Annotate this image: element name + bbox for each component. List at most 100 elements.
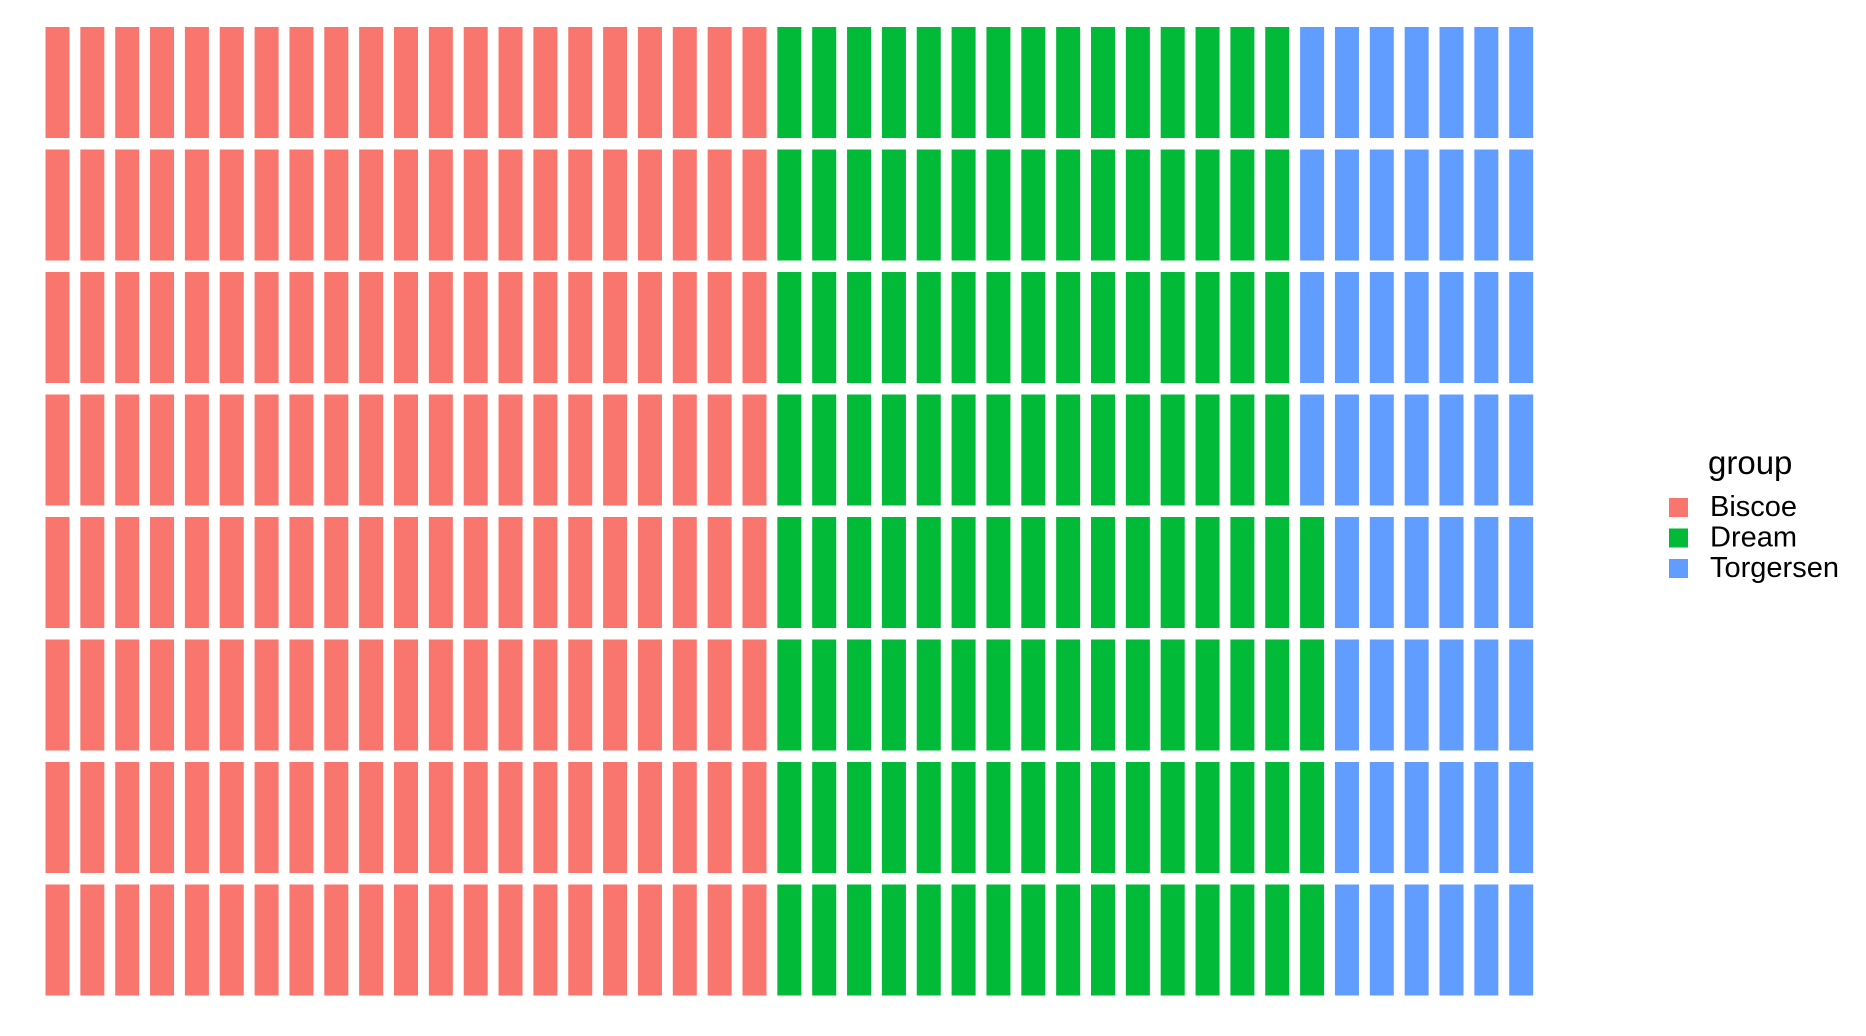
waffle-cell-dream [1091, 517, 1115, 628]
waffle-cell-dream [951, 517, 976, 628]
waffle-cell-dream [1021, 884, 1046, 996]
waffle-cell-dream [847, 517, 872, 628]
waffle-cell-biscoe [533, 394, 558, 506]
waffle-cell-dream [951, 884, 976, 996]
waffle-cell-dream [1195, 639, 1220, 751]
waffle-cell-biscoe [672, 394, 697, 506]
waffle-cell-dream [1021, 762, 1046, 873]
waffle-cell-dream [1265, 149, 1290, 261]
waffle-cell-dream [881, 394, 906, 506]
waffle-cell-biscoe [219, 884, 244, 996]
waffle-cell-biscoe [672, 517, 697, 628]
waffle-cell-dream [916, 149, 941, 261]
waffle-cell-dream [951, 639, 976, 751]
waffle-cell-dream [1021, 639, 1046, 751]
waffle-cell-biscoe [184, 517, 209, 628]
waffle-cell-biscoe [219, 762, 244, 873]
waffle-cell-biscoe [45, 149, 70, 261]
waffle-cell-dream [1160, 884, 1185, 996]
waffle-cell-dream [951, 394, 976, 506]
waffle-cell-dream [1230, 639, 1255, 751]
waffle-cell-dream [1265, 639, 1290, 751]
waffle-cell-dream [1230, 149, 1255, 261]
waffle-cell-biscoe [672, 149, 697, 261]
waffle-cell-biscoe [498, 272, 523, 383]
waffle-cell-dream [777, 517, 802, 628]
waffle-cell-dream [881, 149, 906, 261]
waffle-cell-biscoe [603, 272, 628, 383]
waffle-cell-biscoe [428, 639, 453, 751]
waffle-cell-biscoe [463, 394, 488, 506]
waffle-cell-biscoe [742, 639, 767, 751]
waffle-cell-biscoe [289, 762, 314, 873]
waffle-cell-dream [986, 27, 1011, 138]
waffle-cell-biscoe [150, 639, 175, 751]
waffle-cell-biscoe [45, 272, 70, 383]
waffle-cell-biscoe [324, 27, 349, 138]
waffle-cell-torgersen [1404, 762, 1429, 873]
waffle-cell-biscoe [324, 517, 349, 628]
waffle-cell-biscoe [533, 517, 558, 628]
waffle-cell-torgersen [1439, 884, 1464, 996]
waffle-cell-dream [1021, 394, 1046, 506]
legend-label-biscoe: Biscoe [1710, 491, 1797, 523]
waffle-cell-biscoe [80, 27, 105, 138]
legend-key-biscoe [1669, 498, 1688, 517]
waffle-cell-dream [1056, 884, 1081, 996]
waffle-cell-dream [1056, 639, 1081, 751]
waffle-cell-torgersen [1474, 517, 1499, 628]
waffle-cell-biscoe [428, 27, 453, 138]
waffle-cell-dream [1265, 272, 1290, 383]
waffle-cell-torgersen [1474, 394, 1499, 506]
waffle-cell-biscoe [80, 149, 105, 261]
waffle-cell-torgersen [1369, 884, 1394, 996]
waffle-cell-dream [1125, 149, 1150, 261]
waffle-cell-biscoe [498, 517, 523, 628]
waffle-cell-dream [951, 272, 976, 383]
waffle-cell-biscoe [707, 517, 732, 628]
waffle-cell-biscoe [603, 762, 628, 873]
waffle-cell-biscoe [150, 394, 175, 506]
waffle-cell-torgersen [1474, 272, 1499, 383]
waffle-cell-torgersen [1300, 27, 1325, 138]
waffle-cell-dream [1230, 762, 1255, 873]
waffle-cell-biscoe [254, 517, 279, 628]
waffle-cell-biscoe [603, 884, 628, 996]
waffle-cell-biscoe [637, 517, 662, 628]
waffle-cell-biscoe [394, 762, 418, 873]
waffle-cell-torgersen [1369, 639, 1394, 751]
waffle-cell-dream [1091, 762, 1115, 873]
waffle-cell-dream [1160, 149, 1185, 261]
waffle-cell-torgersen [1404, 394, 1429, 506]
waffle-cell-biscoe [254, 149, 279, 261]
waffle-cell-biscoe [45, 762, 70, 873]
waffle-cell-biscoe [289, 639, 314, 751]
waffle-cell-biscoe [533, 762, 558, 873]
waffle-cell-biscoe [637, 762, 662, 873]
waffle-cell-biscoe [289, 27, 314, 138]
waffle-cell-biscoe [359, 149, 384, 261]
waffle-cell-biscoe [394, 394, 418, 506]
legend-key-dream [1669, 528, 1688, 548]
waffle-cell-biscoe [428, 762, 453, 873]
waffle-cell-biscoe [533, 884, 558, 996]
waffle-cell-dream [916, 517, 941, 628]
waffle-cell-torgersen [1369, 149, 1394, 261]
waffle-cell-biscoe [637, 149, 662, 261]
waffle-cell-biscoe [150, 517, 175, 628]
waffle-cell-biscoe [324, 762, 349, 873]
waffle-cell-dream [777, 272, 802, 383]
waffle-cell-dream [1195, 149, 1220, 261]
waffle-cell-dream [881, 639, 906, 751]
waffle-cell-dream [847, 762, 872, 873]
waffle-cell-dream [1160, 394, 1185, 506]
waffle-cell-biscoe [80, 517, 105, 628]
waffle-cell-biscoe [80, 884, 105, 996]
waffle-cell-torgersen [1300, 272, 1325, 383]
waffle-cell-dream [777, 639, 802, 751]
waffle-cell-biscoe [184, 149, 209, 261]
waffle-cell-dream [847, 149, 872, 261]
waffle-cell-biscoe [254, 762, 279, 873]
waffle-cell-torgersen [1509, 272, 1534, 383]
waffle-cell-torgersen [1404, 884, 1429, 996]
